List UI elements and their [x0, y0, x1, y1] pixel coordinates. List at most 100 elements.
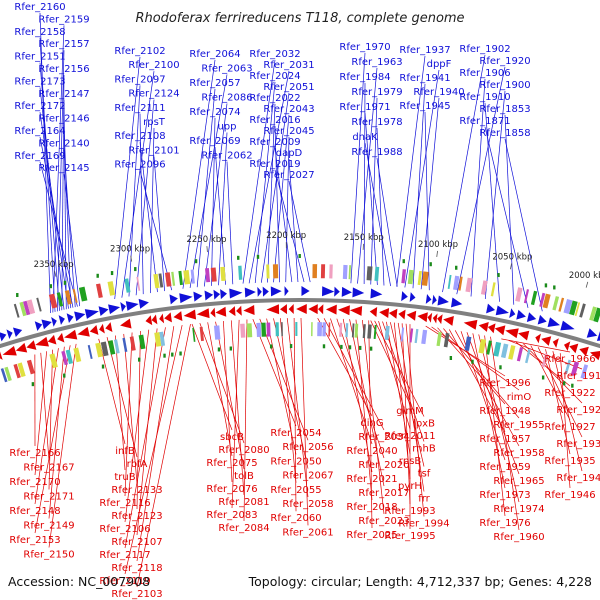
minus-gene-label[interactable]: Rfer_1935: [544, 456, 595, 467]
minus-gene-label[interactable]: Rfer_1958: [493, 448, 544, 459]
minus-gene-label[interactable]: sbcB: [220, 432, 244, 443]
plus-gene-label[interactable]: Rfer_1920: [479, 56, 530, 67]
minus-gene-label[interactable]: Rfer_1923: [556, 405, 600, 416]
minus-gene-label[interactable]: Rfer_2084: [218, 523, 269, 534]
plus-gene-label[interactable]: Rfer_2074: [189, 107, 240, 118]
plus-gene-label[interactable]: Rfer_1853: [479, 104, 530, 115]
plus-gene-label[interactable]: Rfer_2111: [114, 103, 165, 114]
minus-gene-label[interactable]: Rfer_2081: [218, 497, 269, 508]
minus-gene-label[interactable]: Rfer_2171: [23, 492, 74, 503]
plus-gene-label[interactable]: Rfer_2022: [249, 93, 300, 104]
minus-gene-label[interactable]: Rfer_2076: [206, 484, 257, 495]
plus-gene-label[interactable]: Rfer_1871: [459, 116, 510, 127]
plus-gene-label[interactable]: Rfer_2069: [189, 136, 240, 147]
plus-gene-label[interactable]: Rfer_2151: [14, 52, 65, 63]
minus-gene-label[interactable]: Rfer_2056: [282, 442, 333, 453]
minus-gene-label[interactable]: Rfer_2117: [99, 550, 150, 561]
minus-gene-label[interactable]: Rfer_2116: [99, 498, 150, 509]
plus-gene-label[interactable]: Rfer_2146: [38, 114, 89, 125]
plus-gene-label[interactable]: Rfer_2158: [14, 27, 65, 38]
plus-gene-label[interactable]: Rfer_2097: [114, 74, 165, 85]
minus-gene-label[interactable]: Rfer_2103: [111, 589, 162, 600]
plus-gene-label[interactable]: Rfer_2019: [249, 159, 300, 170]
minus-gene-label[interactable]: Rfer_1966: [544, 354, 595, 365]
minus-gene-label[interactable]: Rfer_2170: [9, 477, 60, 488]
plus-gene-label[interactable]: Rfer_1858: [479, 128, 530, 139]
minus-gene-label[interactable]: Rfer_1996: [479, 378, 530, 389]
minus-gene-label[interactable]: Rfer_2040: [346, 446, 397, 457]
minus-gene-label[interactable]: rbfA: [127, 459, 148, 470]
plus-gene-label[interactable]: dapD: [276, 148, 303, 159]
minus-gene-label[interactable]: Rfer_1995: [384, 531, 435, 542]
plus-gene-label[interactable]: Rfer_2032: [249, 49, 300, 60]
plus-gene-label[interactable]: dnaK: [352, 132, 378, 143]
minus-gene-label[interactable]: Rfer_1965: [493, 476, 544, 487]
minus-gene-label[interactable]: Rfer_2060: [270, 513, 321, 524]
minus-gene-label[interactable]: Rfer_1927: [544, 422, 595, 433]
minus-gene-label[interactable]: dinG: [360, 418, 383, 429]
minus-gene-label[interactable]: Rfer_2123: [111, 511, 162, 522]
plus-gene-label[interactable]: Rfer_2108: [114, 131, 165, 142]
minus-gene-label[interactable]: Rfer_2080: [218, 445, 269, 456]
minus-gene-label[interactable]: Rfer_2133: [111, 485, 162, 496]
plus-gene-label[interactable]: Rfer_2051: [263, 82, 314, 93]
plus-gene-label[interactable]: Rfer_2101: [128, 145, 179, 156]
plus-gene-label[interactable]: Rfer_1941: [399, 73, 450, 84]
plus-gene-label[interactable]: Rfer_2024: [249, 71, 300, 82]
minus-gene-label[interactable]: Rfer_1993: [384, 506, 435, 517]
minus-gene-label[interactable]: Rfer_2083: [206, 510, 257, 521]
minus-gene-label[interactable]: Rfer_2058: [282, 499, 333, 510]
plus-gene-label[interactable]: Rfer_2086: [201, 93, 252, 104]
plus-gene-label[interactable]: Rfer_2100: [128, 60, 179, 71]
minus-gene-label[interactable]: Rfer_1973: [479, 490, 530, 501]
minus-gene-label[interactable]: Rfer_1943: [556, 473, 600, 484]
minus-gene-label[interactable]: truB: [114, 472, 135, 483]
plus-gene-label[interactable]: Rfer_2147: [38, 89, 89, 100]
minus-gene-label[interactable]: Rfer_1974: [493, 504, 544, 515]
plus-gene-label[interactable]: Rfer_2159: [38, 14, 89, 25]
minus-gene-label[interactable]: pyrH: [398, 481, 422, 492]
minus-gene-label[interactable]: Rfer_2034: [358, 432, 409, 443]
plus-gene-label[interactable]: Rfer_2057: [189, 78, 240, 89]
minus-gene-label[interactable]: Rfer_2075: [206, 458, 257, 469]
plus-gene-label[interactable]: Rfer_2043: [263, 104, 314, 115]
plus-gene-label[interactable]: Rfer_1984: [339, 72, 390, 83]
minus-gene-label[interactable]: Rfer_2150: [23, 550, 74, 561]
plus-gene-label[interactable]: Rfer_1945: [399, 101, 450, 112]
plus-gene-label[interactable]: dppF: [427, 59, 452, 70]
minus-gene-label[interactable]: Rfer_1946: [544, 490, 595, 501]
plus-gene-label[interactable]: Rfer_2062: [201, 151, 252, 162]
plus-gene-label[interactable]: Rfer_2064: [189, 49, 240, 60]
minus-gene-label[interactable]: Rfer_2017: [358, 488, 409, 499]
minus-gene-label[interactable]: lpxB: [413, 419, 435, 430]
minus-gene-label[interactable]: Rfer_2148: [9, 506, 60, 517]
minus-gene-label[interactable]: Rfer_1959: [479, 462, 530, 473]
minus-gene-label[interactable]: Rfer_2055: [270, 485, 321, 496]
plus-gene-label[interactable]: Rfer_2157: [38, 39, 89, 50]
plus-gene-label[interactable]: Rfer_2009: [249, 137, 300, 148]
plus-gene-label[interactable]: Rfer_1902: [459, 44, 510, 55]
minus-gene-label[interactable]: infB: [115, 446, 135, 457]
minus-gene-label[interactable]: Rfer_2023: [358, 516, 409, 527]
plus-gene-label[interactable]: rpsT: [143, 117, 166, 128]
plus-gene-label[interactable]: Rfer_1979: [351, 87, 402, 98]
plus-gene-label[interactable]: Rfer_1906: [459, 68, 510, 79]
minus-gene-label[interactable]: Rfer_2153: [9, 535, 60, 546]
minus-gene-label[interactable]: glmM: [396, 406, 424, 417]
plus-gene-label[interactable]: Rfer_1988: [351, 147, 402, 158]
minus-gene-label[interactable]: Rfer_1948: [479, 406, 530, 417]
plus-gene-label[interactable]: Rfer_1978: [351, 117, 402, 128]
minus-gene-label[interactable]: Rfer_1919: [556, 371, 600, 382]
minus-gene-label[interactable]: Rfer_1922: [544, 388, 595, 399]
plus-gene-label[interactable]: Rfer_2160: [14, 2, 65, 13]
minus-gene-label[interactable]: Rfer_1930: [556, 439, 600, 450]
minus-gene-label[interactable]: Rfer_1960: [493, 532, 544, 543]
minus-gene-label[interactable]: Rfer_1994: [398, 519, 449, 530]
minus-gene-label[interactable]: Rfer_1955: [493, 420, 544, 431]
minus-gene-label[interactable]: Rfer_2118: [111, 563, 162, 574]
minus-gene-label[interactable]: Rfer_2149: [23, 521, 74, 532]
minus-gene-label[interactable]: Rfer_2166: [9, 448, 60, 459]
minus-gene-label[interactable]: Rfer_2054: [270, 428, 321, 439]
minus-gene-label[interactable]: rimO: [507, 392, 532, 403]
minus-gene-label[interactable]: tolB: [234, 471, 254, 482]
